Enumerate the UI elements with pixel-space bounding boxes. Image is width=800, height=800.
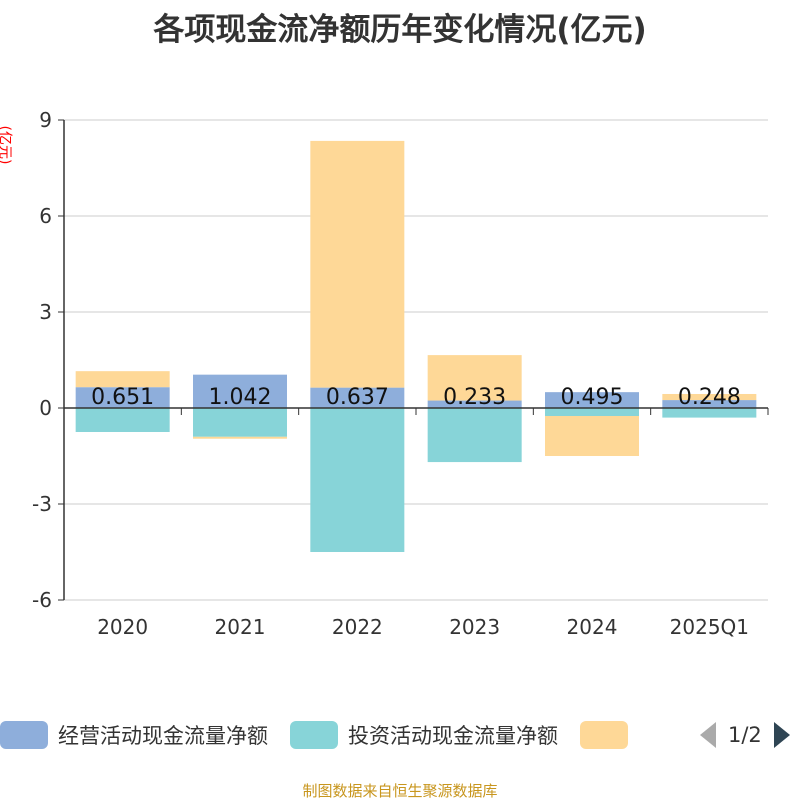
x-tick-label: 2022 [332,615,383,639]
prev-page-icon[interactable] [700,722,716,748]
x-tick-label: 2021 [215,615,266,639]
legend-label: 投资活动现金流量净额 [348,724,558,748]
data-label: 0.651 [91,385,154,410]
data-label: 0.248 [678,385,741,410]
legend-swatch [290,721,338,749]
legend-item-investing[interactable]: 投资活动现金流量净额 [290,720,558,750]
bar-segment [75,408,170,432]
bar-segment [193,374,287,408]
data-source: 制图数据来自恒生聚源数据库 [302,782,498,800]
legend-pager: 1/2 [700,718,800,752]
y-tick-label: 0 [39,396,52,420]
bar-segment [310,408,405,552]
data-label: 0.495 [561,385,624,410]
x-tick-label: 2025Q1 [670,615,749,639]
bar-segment [310,140,405,388]
bar-segment [427,400,522,408]
bar-segment [75,387,170,408]
legend: 经营活动现金流量净额 投资活动现金流量净额 [0,718,660,752]
data-label: 0.637 [326,385,389,410]
bar-segment [545,392,639,408]
bar-segment [662,408,757,418]
next-page-icon[interactable] [773,722,790,748]
bar-segment [662,400,757,408]
data-label: 1.042 [209,385,272,410]
bar-segment [193,408,287,437]
bar-segment [310,387,405,408]
bar-segment [427,355,522,401]
y-tick-label: 6 [39,204,52,228]
chart-title: 各项现金流净额历年变化情况(亿元) [153,12,647,48]
legend-swatch [0,721,48,749]
bar-segment [545,408,639,416]
x-tick-label: 2020 [97,615,148,639]
x-tick-label: 2024 [567,615,618,639]
x-tick-label: 2023 [449,615,500,639]
bar-segment [427,408,522,463]
bar-segment [75,371,170,388]
y-tick-label: 9 [39,108,52,132]
legend-item-operating[interactable]: 经营活动现金流量净额 [0,720,268,750]
data-label: 0.233 [443,385,506,410]
y-tick-label: 3 [39,300,52,324]
y-tick-label: -6 [32,588,52,612]
bar-segment [545,416,639,456]
bar-segment [193,436,287,439]
bar-segment [662,393,757,401]
legend-label: 经营活动现金流量净额 [58,724,268,748]
plot-area: -6 -3 0 3 6 9 0.651 2020 1.042 2021 0.637 2022 0.233… [32,108,769,639]
legend-swatch [580,721,628,749]
page-indicator: 1/2 [728,723,762,747]
y-tick-label: -3 [32,492,52,516]
legend-item-third[interactable] [580,721,638,749]
